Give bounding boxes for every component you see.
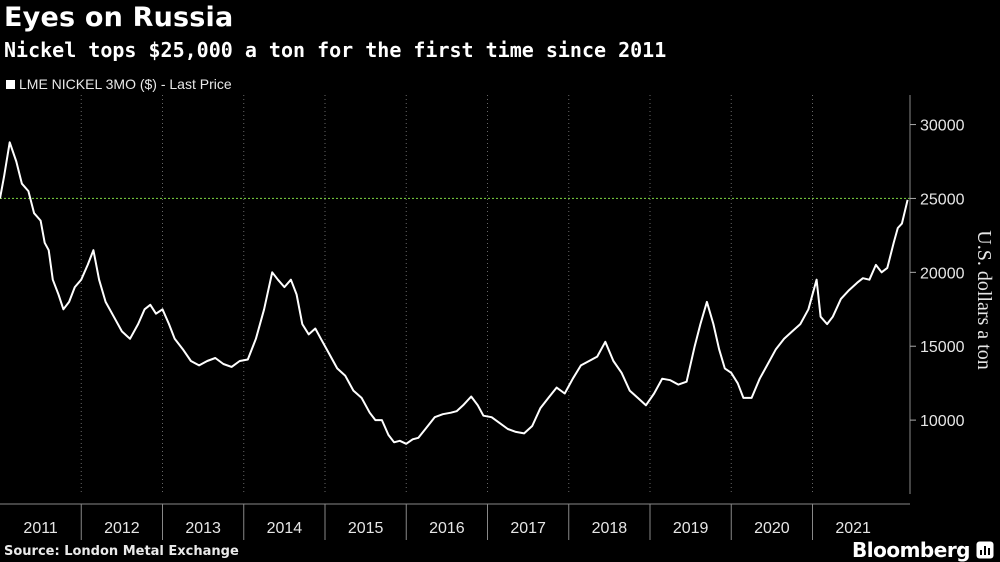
legend-label: LME NICKEL 3MO ($) - Last Price [19, 76, 232, 92]
x-tick-label-2019: 2019 [673, 520, 709, 537]
x-tick-label-2018: 2018 [592, 520, 628, 537]
brand-name: Bloomberg [852, 538, 970, 562]
brand-logo: Bloomberg [852, 538, 994, 562]
legend-swatch [6, 79, 15, 89]
x-tick-label-2017: 2017 [510, 520, 546, 537]
y-tick-label-15000: 15000 [920, 339, 965, 356]
legend: LME NICKEL 3MO ($) - Last Price [6, 76, 232, 92]
axes-layer: 2011 2012 2013 2014 2015 2016 2017 2018 2019 2020… [0, 95, 965, 540]
x-tick-label-2013: 2013 [185, 520, 221, 537]
chart-title: Eyes on Russia [4, 2, 234, 33]
x-tick-label-2012: 2012 [104, 520, 140, 537]
y-tick-label-10000: 10000 [920, 413, 965, 430]
series-line [0, 141, 909, 445]
y-tick-label-20000: 20000 [920, 265, 965, 282]
x-tick-label-2020: 2020 [754, 520, 790, 537]
x-tick-label-2016: 2016 [429, 520, 465, 537]
grid-layer [80, 95, 813, 494]
y-axis-label: U.S. dollars a ton [973, 230, 995, 369]
y-tick-label-25000: 25000 [920, 191, 965, 208]
x-tick-label-2011: 2011 [23, 520, 58, 537]
x-tick-label-2015: 2015 [348, 520, 384, 537]
terminal-chart-icon [976, 541, 994, 559]
chart-subtitle: Nickel tops $25,000 a ton for the first … [4, 38, 667, 62]
y-tick-label-30000: 30000 [920, 118, 965, 135]
source-note: Source: London Metal Exchange [4, 544, 239, 559]
x-tick-label-2014: 2014 [267, 520, 303, 537]
x-tick-label-2021: 2021 [835, 520, 871, 537]
